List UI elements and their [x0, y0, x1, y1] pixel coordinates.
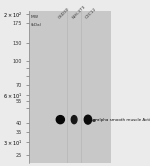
Text: alpha smooth muscle Actin: alpha smooth muscle Actin [97, 118, 150, 122]
Text: (kDa): (kDa) [30, 23, 42, 27]
Ellipse shape [56, 116, 64, 124]
Text: C6D30: C6D30 [57, 6, 71, 19]
Ellipse shape [84, 115, 92, 124]
Text: C2C12: C2C12 [85, 6, 98, 19]
Text: NIH-3T3: NIH-3T3 [71, 4, 87, 19]
Ellipse shape [71, 116, 77, 124]
Text: MW: MW [30, 15, 38, 19]
